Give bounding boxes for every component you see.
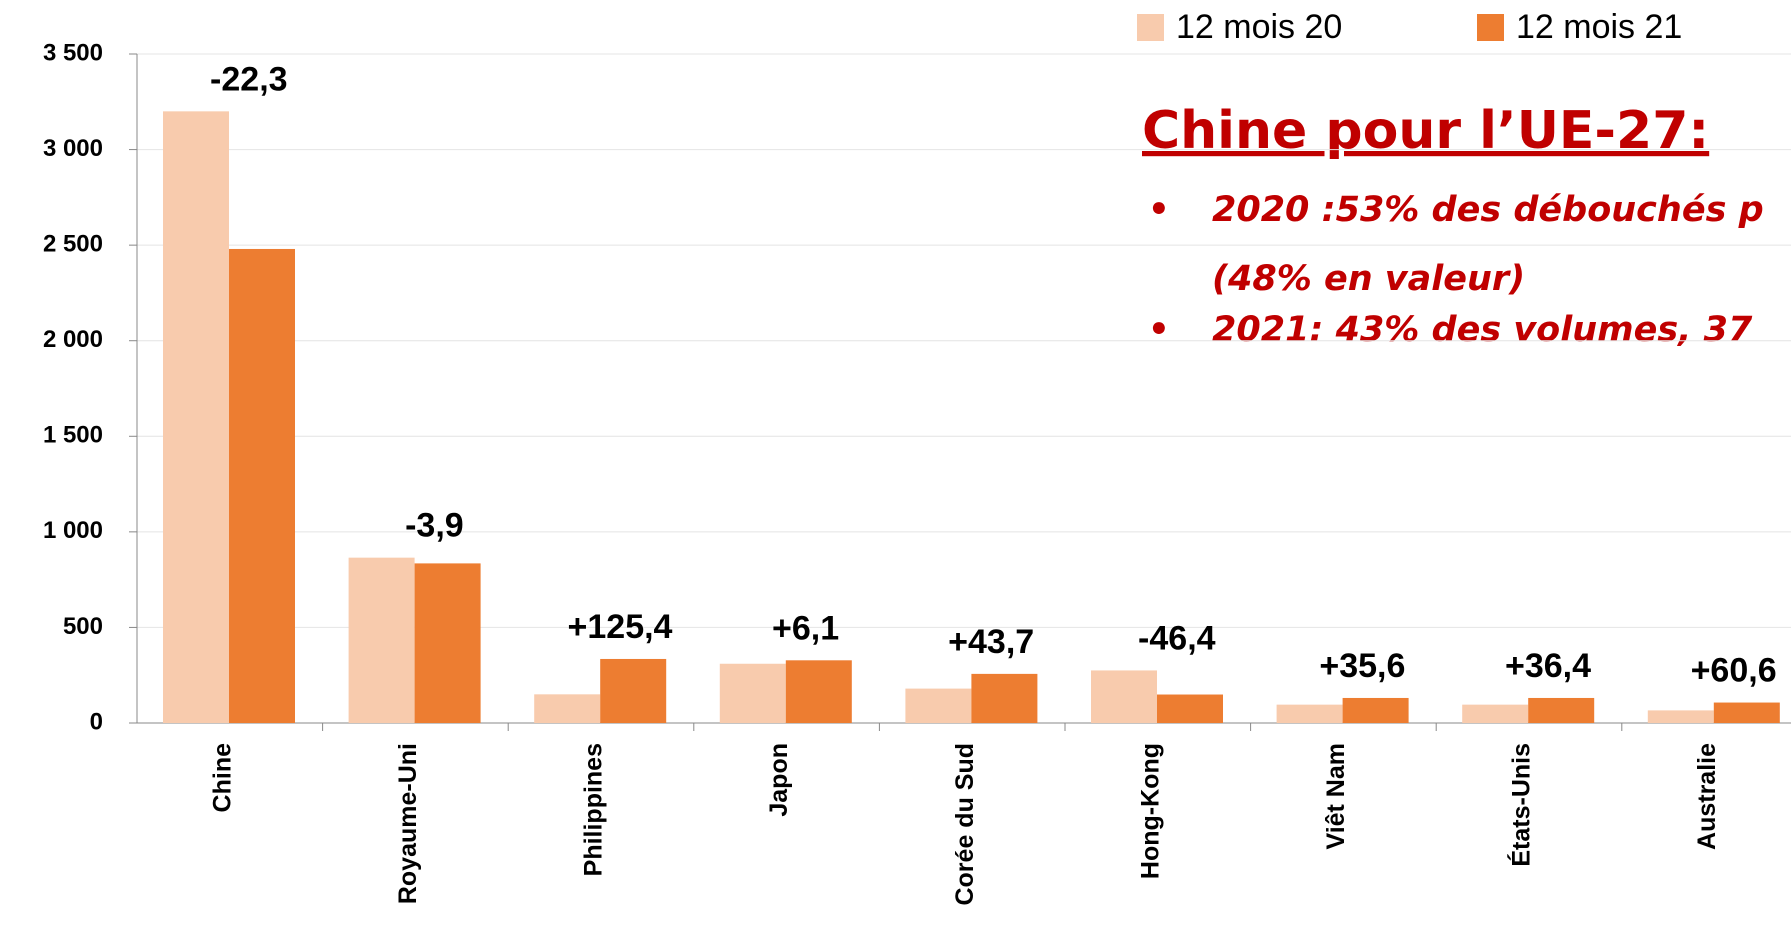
bar <box>600 658 667 723</box>
annotation-title: Chine pour l’UE-27: <box>1142 101 1709 161</box>
y-tick-label: 0 <box>90 708 103 735</box>
change-label: +36,4 <box>1505 647 1591 685</box>
bar <box>1647 710 1714 723</box>
x-tick-label: Japon <box>765 743 793 817</box>
x-tick-label: Chine <box>208 743 236 813</box>
legend-label: 12 mois 21 <box>1516 8 1682 46</box>
bar <box>1276 704 1343 723</box>
y-tick-label: 3 500 <box>43 39 103 66</box>
change-label: +60,6 <box>1691 652 1777 690</box>
bar <box>1462 704 1529 723</box>
change-label: -22,3 <box>210 60 288 98</box>
bar <box>971 673 1038 723</box>
bar <box>414 563 481 723</box>
x-tick-label: États-Unis <box>1507 743 1536 867</box>
x-tick-label: Viêt Nam <box>1322 743 1350 850</box>
bar <box>348 557 415 723</box>
change-label: +43,7 <box>948 623 1034 661</box>
change-label: -46,4 <box>1138 619 1216 657</box>
bar <box>1713 702 1780 723</box>
bar <box>1342 697 1409 723</box>
y-tick-label: 2 000 <box>43 326 103 353</box>
legend-swatch <box>1137 14 1164 41</box>
x-tick-label: Philippines <box>580 743 608 876</box>
x-tick-label: Australie <box>1693 743 1721 850</box>
legend-swatch <box>1477 14 1504 41</box>
y-tick-label: 2 500 <box>43 230 103 257</box>
bar <box>163 111 229 724</box>
bar <box>534 694 601 723</box>
y-tick-label: 1 000 <box>43 517 103 544</box>
y-tick-label: 1 500 <box>43 422 103 449</box>
y-tick-label: 3 000 <box>43 135 103 162</box>
annotation-text: 2020 :53% des débouchés p <box>1212 190 1764 230</box>
change-label: +125,4 <box>568 608 673 646</box>
bar <box>905 688 972 723</box>
x-tick-label: Corée du Sud <box>951 743 979 906</box>
bar <box>229 248 295 724</box>
annotation-text: (48% en valeur) <box>1212 259 1525 299</box>
change-label: +6,1 <box>772 609 839 647</box>
bar <box>719 663 786 723</box>
annotation-text: 2021: 43% des volumes, 37 <box>1212 310 1753 350</box>
change-label: +35,6 <box>1319 647 1405 685</box>
bar <box>1528 697 1595 723</box>
bar <box>1157 694 1223 723</box>
y-tick-label: 500 <box>63 613 103 640</box>
bullet: • <box>1148 310 1170 350</box>
bar <box>785 660 852 723</box>
legend-label: 12 mois 20 <box>1176 8 1342 46</box>
change-label: -3,9 <box>405 507 464 545</box>
x-tick-label: Hong-Kong <box>1136 743 1164 879</box>
x-tick-label: Royaume-Uni <box>394 743 422 904</box>
bar <box>1091 670 1157 723</box>
bullet: • <box>1148 190 1170 230</box>
